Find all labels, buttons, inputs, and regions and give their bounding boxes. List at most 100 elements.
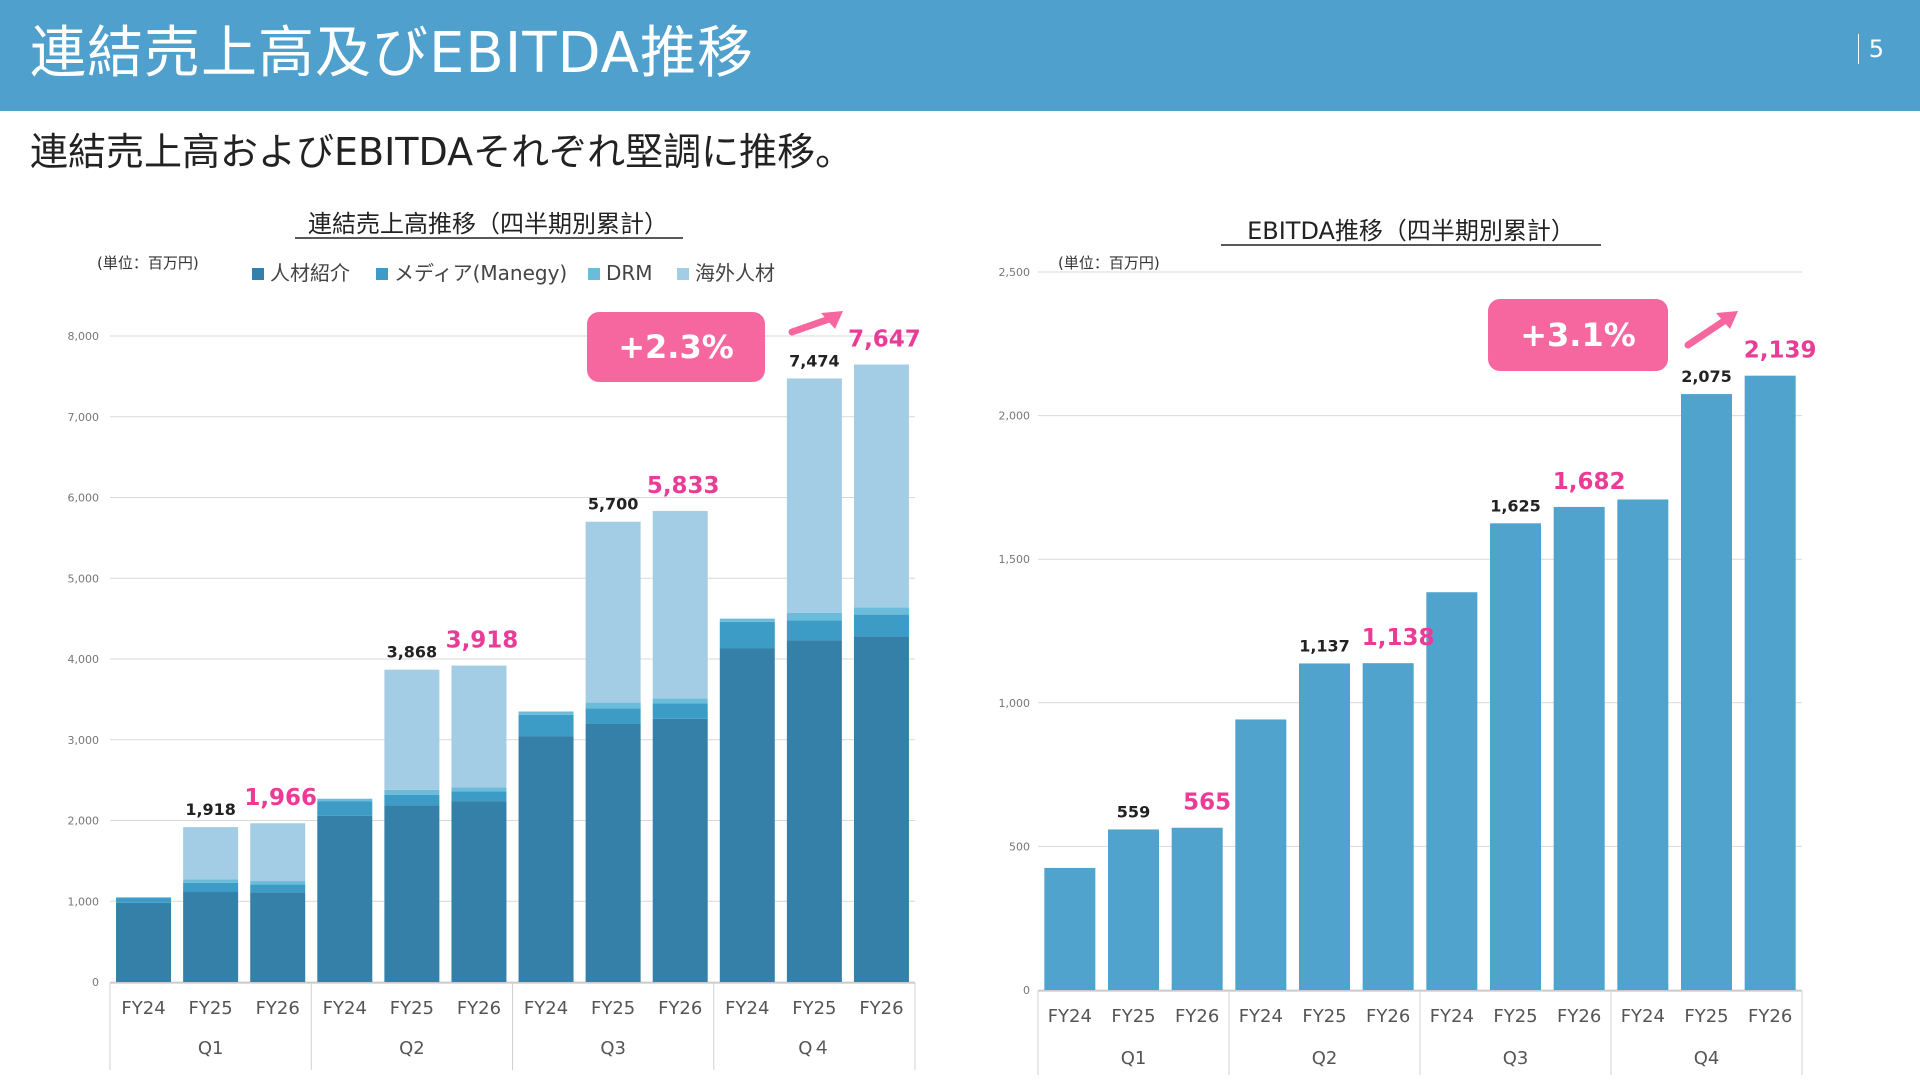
x-tick-label: FY25 [188, 998, 232, 1019]
x-tick-label: FY26 [859, 998, 903, 1019]
ebitda-bar-4 [1299, 663, 1350, 990]
ebitda-bar-6 [1426, 592, 1478, 990]
ebitda-chart-grid [1038, 271, 1802, 991]
revenue-chart-x-axis: FY24 FY25 FY26 FY24 FY25 FY26 FY24 FY25 FY26 FY24… [109, 982, 916, 1070]
data-label-2: 1,966 [244, 785, 317, 811]
bar-segment-5-0 [451, 801, 507, 982]
bar-segment-5-2 [451, 787, 507, 792]
bar-segment-10-3 [786, 378, 842, 613]
data-label-8: 1,682 [1553, 469, 1626, 495]
bar-segment-6-2 [518, 711, 574, 715]
revenue-growth-badge-box [587, 312, 765, 382]
bar-segment-1-2 [183, 879, 239, 883]
data-label-5: 3,918 [446, 628, 519, 654]
x-tick-label: FY25 [1111, 1006, 1155, 1027]
legend-label-2: DRM [606, 261, 653, 285]
revenue-chart-bars [116, 364, 909, 982]
ebitda-bar-9 [1617, 499, 1669, 990]
x-tick-label: FY26 [457, 998, 501, 1019]
data-label-11: 2,139 [1744, 338, 1817, 364]
bar-segment-10-1 [786, 620, 842, 641]
y-tick-label: 1,000 [68, 895, 100, 908]
data-label-4: 3,868 [387, 643, 438, 662]
ebitda-bar-5 [1362, 663, 1414, 990]
x-tick-label: FY24 [1239, 1006, 1283, 1027]
bar-segment-2-2 [250, 881, 306, 885]
bar-segment-0-2 [116, 897, 172, 899]
x-tick-label: FY25 [390, 998, 434, 1019]
revenue-chart-y-axis: 0 1,000 2,000 3,000 4,000 5,000 6,000 7,000 8,00… [68, 330, 100, 989]
y-tick-label: 500 [1009, 840, 1030, 853]
y-tick-label: 1,000 [999, 697, 1031, 710]
group-label: Q４ [798, 1038, 830, 1059]
y-tick-label: 2,000 [68, 815, 100, 828]
x-tick-label: FY24 [524, 998, 568, 1019]
bar-segment-1-0 [183, 891, 239, 982]
data-label-7: 5,700 [588, 495, 639, 514]
data-label-4: 1,137 [1299, 636, 1350, 655]
bar-segment-8-1 [652, 703, 708, 719]
bar-segment-1-1 [183, 882, 239, 892]
bar-segment-2-3 [250, 823, 306, 882]
revenue-chart-data-labels: 1,918 1,966 3,868 3,918 5,700 5,833 7,474 7,647 [185, 327, 921, 820]
data-label-5: 1,138 [1362, 625, 1435, 651]
bar-segment-11-1 [853, 614, 909, 637]
x-tick-label: FY26 [256, 998, 300, 1019]
bar-segment-8-2 [652, 698, 708, 704]
group-label: Q4 [1694, 1048, 1720, 1069]
x-tick-label: FY26 [658, 998, 702, 1019]
bar-segment-4-3 [384, 669, 440, 790]
bar-segment-6-1 [518, 714, 574, 737]
group-label: Q2 [1312, 1048, 1338, 1069]
ebitda-growth-arrow-shaft [1684, 313, 1734, 349]
ebitda-growth-arrow-head [1716, 311, 1738, 329]
data-label-11: 7,647 [848, 327, 921, 353]
bar-segment-8-0 [652, 718, 708, 982]
group-label: Q1 [198, 1038, 224, 1059]
legend-label-3: 海外人材 [695, 261, 775, 285]
x-tick-label: FY26 [1175, 1006, 1219, 1027]
x-tick-label: FY24 [121, 998, 165, 1019]
revenue-growth-arrow-head [821, 311, 843, 329]
legend-label-1: メディア(Manegy) [394, 261, 567, 285]
x-tick-label: FY26 [1557, 1006, 1601, 1027]
ebitda-chart-title: EBITDA推移（四半期別累計） [1247, 217, 1575, 245]
bar-segment-9-2 [719, 618, 775, 622]
y-tick-label: 4,000 [68, 653, 100, 666]
bar-segment-11-2 [853, 607, 909, 615]
y-tick-label: 1,500 [999, 553, 1031, 566]
x-tick-label: FY24 [1430, 1006, 1474, 1027]
group-label: Q3 [1503, 1048, 1529, 1069]
page-number: 5 [1857, 34, 1884, 64]
ebitda-chart-x-axis: FY24 FY25 FY26 FY24 FY25 FY26 FY24 FY25 FY26 FY24… [1037, 990, 1803, 1075]
ebitda-growth-badge-box [1488, 299, 1668, 371]
x-tick-label: FY25 [1493, 1006, 1537, 1027]
data-label-8: 5,833 [647, 473, 720, 499]
ebitda-bar-1 [1108, 829, 1159, 990]
ebitda-chart-unit-label: (単位：百万円) [1058, 254, 1160, 272]
bar-segment-7-2 [585, 702, 641, 709]
revenue-chart-title: 連結売上高推移（四半期別累計） [308, 210, 668, 238]
ebitda-bar-7 [1490, 523, 1541, 990]
bar-segment-7-3 [585, 521, 641, 703]
x-tick-label: FY26 [1366, 1006, 1410, 1027]
x-tick-label: FY25 [1684, 1006, 1728, 1027]
bar-segment-3-0 [317, 815, 373, 982]
ebitda-bar-11 [1744, 375, 1796, 990]
bar-segment-10-2 [786, 612, 842, 621]
bar-segment-9-0 [719, 648, 775, 982]
bar-segment-10-0 [786, 640, 842, 982]
data-label-1: 559 [1117, 802, 1150, 821]
bar-segment-5-1 [451, 791, 507, 802]
legend-swatch-3 [677, 268, 689, 280]
bar-segment-0-1 [116, 898, 172, 903]
y-tick-label: 0 [1023, 984, 1030, 997]
ebitda-bar-3 [1235, 719, 1287, 990]
data-label-1: 1,918 [185, 800, 236, 819]
revenue-growth-badge-text: +2.3% [618, 328, 734, 366]
bar-segment-6-0 [518, 736, 574, 982]
y-tick-label: 2,500 [999, 266, 1031, 279]
data-label-2: 565 [1183, 790, 1231, 816]
bar-segment-8-3 [652, 510, 708, 699]
